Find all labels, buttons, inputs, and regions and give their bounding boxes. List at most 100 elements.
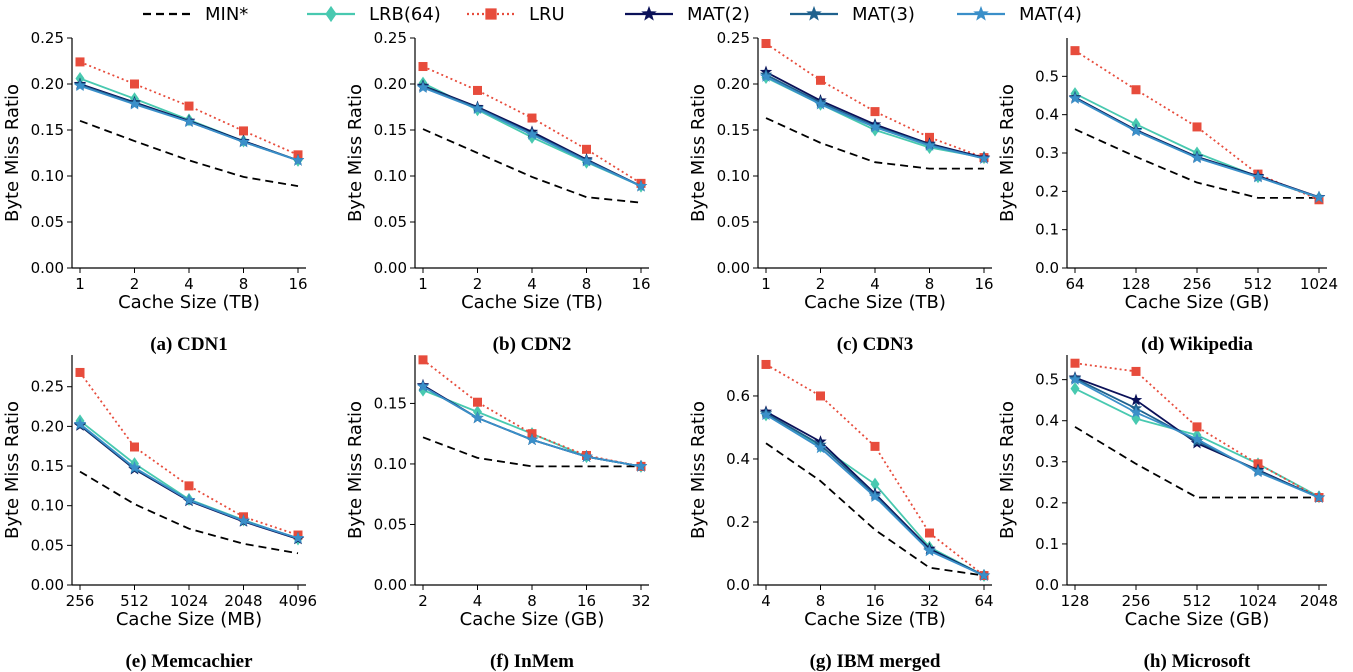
series-mat-4 [73, 417, 305, 544]
x-axis-label: Cache Size (TB) [804, 609, 946, 630]
data-point [1129, 393, 1143, 406]
panel-caption: (e) Memcachier [125, 651, 253, 672]
series-mat-3 [73, 418, 305, 544]
x-tick-label: 1024 [1239, 592, 1277, 610]
data-point [761, 359, 771, 369]
data-point [1312, 491, 1326, 503]
series-mat-4 [759, 70, 991, 164]
data-point [128, 461, 141, 473]
y-tick-label: 0.25 [374, 29, 407, 47]
series-line-min [422, 128, 642, 204]
panel-caption: (d) Wikipedia [1141, 334, 1253, 355]
y-tick-label: 0.00 [717, 259, 750, 277]
series-line-min [1074, 128, 1319, 199]
data-point [471, 102, 484, 115]
legend-item-mat-3: MAT(3) [790, 4, 915, 25]
chart-panel-4: 0.0 0.1 0.2 0.3 0.4 0.5 64 128 256 512 1024 Cache S… [997, 38, 1338, 355]
data-point [582, 144, 591, 154]
series-line-lru [422, 65, 642, 185]
data-point [130, 442, 139, 452]
x-tick-label: 512 [1183, 592, 1212, 610]
y-axis-label: Byte Miss Ratio [997, 84, 1018, 222]
chart-panel-2: 0.00 0.05 0.10 0.15 0.20 0.25 1 2 4 8 16 Cache Size… [345, 29, 651, 355]
data-point [471, 411, 484, 424]
series-line-lru [765, 42, 985, 159]
data-point [75, 367, 85, 377]
data-point [814, 441, 827, 454]
data-point [1070, 46, 1080, 56]
x-axis-label: Cache Size (MB) [116, 609, 262, 630]
x-tick-label: 2048 [224, 592, 262, 610]
data-point [868, 120, 882, 133]
legend-marker-mat-2 [641, 5, 657, 21]
y-tick-label: 0.20 [31, 417, 64, 435]
data-point [1068, 373, 1082, 385]
series-line-min [1074, 426, 1319, 499]
y-tick-label: 0.3 [1035, 144, 1059, 162]
chart-panel-7: 0.0 0.2 0.4 0.6 4 8 16 32 64 Cache Size (TB) Byte … [688, 355, 994, 672]
y-tick-label: 0.2 [1035, 182, 1059, 200]
series-mat-4 [416, 81, 648, 192]
y-tick-label: 0.00 [31, 259, 64, 277]
x-tick-label: 64 [1065, 275, 1084, 293]
series-min [1074, 426, 1319, 499]
panel-caption: (b) CDN2 [493, 334, 572, 355]
x-tick-label: 32 [631, 592, 650, 610]
y-axis-label: Byte Miss Ratio [688, 401, 709, 539]
y-tick-label: 0.25 [31, 29, 64, 47]
series-mat-4 [1068, 92, 1326, 203]
data-point [184, 481, 194, 491]
y-tick-label: 0.20 [374, 75, 407, 93]
data-point [634, 459, 648, 472]
y-tick-label: 0.10 [374, 455, 407, 473]
legend-label-mat-4: MAT(4) [1019, 4, 1082, 25]
y-tick-label: 0.0 [1035, 259, 1059, 277]
legend: MIN* LRB(64) LRU MAT(2) MAT(3) MAT(4) [143, 4, 1082, 25]
series-lru [761, 39, 989, 163]
data-point [634, 179, 648, 192]
x-axis-label: Cache Size (GB) [1125, 609, 1270, 630]
y-tick-label: 0.1 [1035, 535, 1059, 553]
series-line-lru [1074, 362, 1320, 499]
data-point [291, 153, 305, 166]
data-point [182, 493, 196, 506]
y-tick-label: 0.15 [374, 394, 407, 412]
series-line-mat-2 [422, 384, 642, 468]
data-point [1192, 422, 1202, 432]
series-line-min [79, 119, 299, 188]
data-point [761, 39, 771, 49]
y-axis-label: Byte Miss Ratio [2, 401, 23, 539]
x-tick-label: 4 [184, 275, 194, 293]
data-point [73, 79, 87, 92]
y-tick-label: 0.10 [374, 167, 407, 185]
legend-label-mat-2: MAT(2) [687, 4, 750, 25]
data-point [1312, 190, 1326, 203]
data-point [1070, 358, 1080, 368]
data-point [75, 57, 85, 67]
data-point [130, 79, 139, 89]
data-point [870, 477, 880, 491]
x-tick-label: 128 [1122, 275, 1151, 293]
series-line-min [765, 442, 985, 577]
series-mat-4 [416, 379, 648, 472]
panel-caption: (c) CDN3 [837, 334, 914, 355]
legend-marker-lru [485, 8, 497, 20]
data-point [182, 115, 196, 127]
y-tick-label: 0.25 [31, 378, 64, 396]
y-tick-label: 0.4 [726, 450, 750, 468]
y-tick-label: 0.5 [1035, 371, 1059, 389]
x-tick-label: 1 [418, 275, 428, 293]
data-point [814, 97, 827, 110]
y-tick-label: 0.15 [31, 121, 64, 139]
y-tick-label: 0.00 [374, 576, 407, 594]
data-point [239, 126, 248, 136]
panel-caption: (a) CDN1 [150, 334, 228, 355]
legend-item-mat-2: MAT(2) [625, 4, 750, 25]
data-point [816, 75, 825, 85]
series-min [422, 128, 642, 204]
data-point [923, 544, 936, 557]
data-point [473, 397, 482, 407]
x-tick-label: 1 [75, 275, 85, 293]
